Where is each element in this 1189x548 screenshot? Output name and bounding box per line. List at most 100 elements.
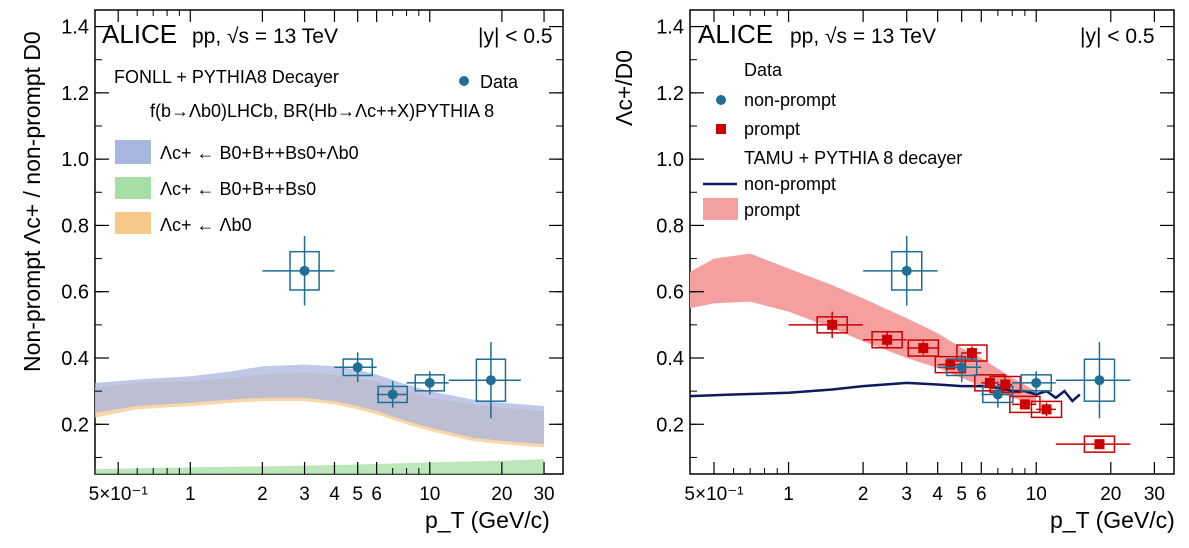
right-legend-model-nonprompt-label: non-prompt bbox=[744, 174, 836, 194]
left-y-ticks: 0.2 0.4 0.6 0.8 1.0 1.2 1.4 bbox=[61, 17, 563, 458]
right-nonprompt-point bbox=[992, 389, 1003, 400]
right-legend-nonprompt-label: non-prompt bbox=[744, 90, 836, 110]
right-prompt-point bbox=[1094, 439, 1105, 450]
left-band-a6dfa3 bbox=[95, 459, 545, 474]
right-legend-model-header: TAMU + PYTHIA 8 decayer bbox=[744, 148, 962, 168]
right-x-tick-label: 5×10⁻¹ bbox=[684, 484, 743, 505]
left-legend-label-total: Λc+ ← B0+B++Bs0+Λb0 bbox=[160, 143, 359, 163]
left-system-label: pp, √s = 13 TeV bbox=[192, 25, 338, 48]
left-data-point bbox=[352, 362, 363, 373]
left-data-point bbox=[424, 377, 435, 388]
right-y-tick-label: 0.8 bbox=[656, 215, 684, 237]
right-prompt-point bbox=[918, 343, 929, 354]
right-plot-frame bbox=[689, 9, 1175, 475]
right-legend-prompt-marker bbox=[716, 124, 726, 134]
right-prompt-point bbox=[1019, 399, 1030, 410]
left-y-tick-label: 0.2 bbox=[61, 414, 89, 436]
left-x-tick-label: 30 bbox=[533, 484, 554, 505]
left-x-tick-label: 4 bbox=[329, 484, 340, 505]
left-y-axis-title: Non-prompt Λc+ / non-prompt D0 bbox=[19, 31, 45, 372]
left-legend-data-label: Data bbox=[480, 72, 519, 92]
left-y-tick-label: 1.0 bbox=[61, 149, 89, 171]
right-model-bands bbox=[690, 253, 1037, 405]
left-legend-label-lambdab: Λc+ ← Λb0 bbox=[160, 215, 252, 235]
right-nonprompt-point bbox=[901, 265, 912, 276]
panel-left-chart: 5×10⁻¹ 1 2 3 4 5 6 10 20 30 0.2 0.4 0.6 0.8 1.0 1.2 1.4… bbox=[19, 9, 564, 533]
left-x-tick-label: 1 bbox=[185, 484, 196, 505]
left-data-points bbox=[262, 236, 521, 419]
right-y-tick-label: 0.4 bbox=[656, 348, 684, 370]
right-legend-model-prompt-label: prompt bbox=[744, 200, 800, 220]
right-prompt-point bbox=[1000, 379, 1011, 390]
left-x-tick-label: 2 bbox=[257, 484, 268, 505]
right-x-tick-label: 6 bbox=[976, 484, 987, 505]
right-prompt-syst-box bbox=[1030, 400, 1063, 419]
right-nonprompt-point bbox=[1031, 377, 1042, 388]
right-x-tick-label: 1 bbox=[783, 484, 794, 505]
left-x-tick-label: 3 bbox=[299, 484, 310, 505]
left-model-bands bbox=[95, 364, 545, 474]
left-experiment-label: ALICE bbox=[102, 19, 177, 49]
right-x-tick-label: 10 bbox=[1026, 484, 1047, 505]
left-y-tick-label: 1.4 bbox=[61, 17, 89, 39]
right-experiment-label: ALICE bbox=[698, 19, 773, 49]
right-legend-prompt-label: prompt bbox=[744, 119, 800, 139]
left-legend-swatch-total bbox=[115, 140, 151, 164]
right-prompt-point bbox=[1041, 404, 1052, 415]
right-x-tick-label: 20 bbox=[1100, 484, 1121, 505]
left-x-tick-label: 6 bbox=[371, 484, 382, 505]
right-x-tick-label: 30 bbox=[1144, 484, 1165, 505]
right-y-ticks: 0.2 0.4 0.6 0.8 1.0 1.2 1.4 bbox=[656, 17, 1174, 458]
right-system-label: pp, √s = 13 TeV bbox=[790, 25, 936, 48]
right-x-tick-label: 5 bbox=[956, 484, 967, 505]
right-nonprompt-point bbox=[1094, 375, 1105, 386]
left-y-tick-label: 0.6 bbox=[61, 282, 89, 304]
right-x-tick-label: 2 bbox=[858, 484, 869, 505]
right-data-points bbox=[788, 236, 1131, 450]
right-nonprompt-point bbox=[956, 362, 967, 373]
right-x-ticks: 5×10⁻¹ 1 2 3 4 5 6 10 20 30 bbox=[684, 10, 1165, 505]
right-prompt-point bbox=[882, 334, 893, 345]
right-x-tick-label: 3 bbox=[901, 484, 912, 505]
left-x-tick-label: 20 bbox=[491, 484, 512, 505]
left-legend-header: FONLL + PYTHIA8 Decayer bbox=[114, 67, 339, 87]
left-x-tick-label: 10 bbox=[419, 484, 440, 505]
left-data-point bbox=[299, 265, 310, 276]
right-prompt-point bbox=[966, 348, 977, 359]
left-x-axis-title: p_T (GeV/c) bbox=[425, 507, 550, 533]
left-data-point bbox=[387, 389, 398, 400]
left-rapidity-label: |y| < 0.5 bbox=[478, 25, 553, 48]
left-data-point bbox=[485, 375, 496, 386]
right-y-tick-label: 1.4 bbox=[656, 17, 684, 39]
left-y-tick-label: 0.8 bbox=[61, 215, 89, 237]
right-y-tick-label: 0.2 bbox=[656, 414, 684, 436]
left-legend-label-mesons: Λc+ ← B0+B++Bs0 bbox=[160, 179, 316, 199]
right-legend-data-header: Data bbox=[744, 60, 783, 80]
left-y-tick-label: 0.4 bbox=[61, 348, 89, 370]
panel-right-chart: 5×10⁻¹ 1 2 3 4 5 6 10 20 30 0.2 0.4 0.6 0.8 1.0 1.2 1.4… bbox=[611, 9, 1175, 533]
right-x-tick-label: 4 bbox=[932, 484, 943, 505]
left-legend-swatch-mesons bbox=[115, 177, 151, 199]
right-prompt-syst-box bbox=[1009, 395, 1041, 414]
left-x-tick-label: 5 bbox=[352, 484, 363, 505]
right-y-tick-label: 1.0 bbox=[656, 149, 684, 171]
right-prompt-syst-box bbox=[956, 344, 988, 362]
right-rapidity-label: |y| < 0.5 bbox=[1080, 25, 1155, 48]
left-x-ticks: 5×10⁻¹ 1 2 3 4 5 6 10 20 30 bbox=[89, 10, 555, 505]
right-legend-nonprompt-marker bbox=[716, 95, 726, 105]
right-y-tick-label: 1.2 bbox=[656, 83, 684, 105]
left-band-a9b6df bbox=[95, 364, 545, 445]
left-legend-formula: f(b→Λb0)LHCb, BR(Hb→Λc++X)PYTHIA 8 bbox=[150, 101, 494, 121]
left-legend-data-marker bbox=[459, 76, 469, 86]
right-prompt-point bbox=[827, 319, 838, 330]
right-band-prompt bbox=[690, 253, 1037, 405]
left-y-tick-label: 1.2 bbox=[61, 83, 89, 105]
left-legend-swatch-lambdab bbox=[115, 212, 151, 234]
right-x-axis-title: p_T (GeV/c) bbox=[1050, 507, 1175, 533]
right-prompt-point bbox=[984, 377, 995, 388]
right-prompt-point bbox=[945, 359, 956, 370]
right-legend-model-band-swatch bbox=[703, 198, 738, 220]
right-y-axis-title: Λc+/D0 bbox=[611, 50, 637, 126]
left-x-tick-label: 5×10⁻¹ bbox=[89, 484, 148, 505]
